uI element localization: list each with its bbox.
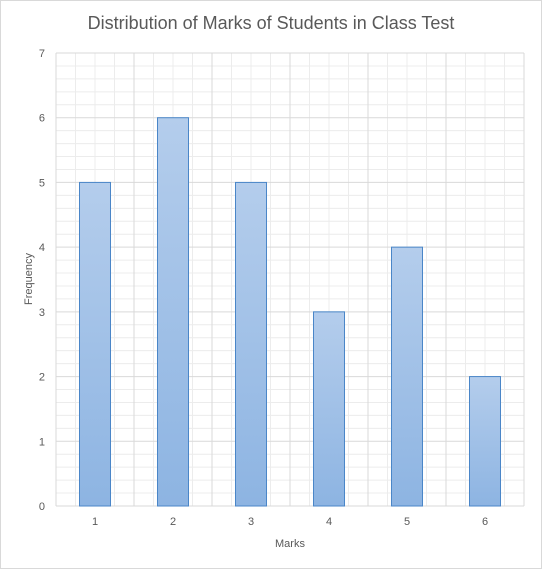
x-tick-label: 6 [482,516,488,528]
y-tick-label: 2 [39,372,45,384]
bar-2 [157,117,189,507]
gridlines [55,52,525,507]
chart-title: Distribution of Marks of Students in Cla… [87,13,455,33]
x-tick-label: 3 [248,516,254,528]
bar-6 [469,376,501,507]
y-tick-label: 6 [39,113,45,125]
y-tick-label: 0 [39,501,45,513]
bar-1 [79,181,111,507]
bar-4 [313,311,345,507]
y-axis-tick-labels: 0 1 2 3 4 5 6 7 [39,48,45,513]
y-tick-label: 1 [39,436,45,448]
y-tick-label: 4 [39,242,45,254]
y-axis-title: Frequency [23,253,35,305]
bar-3 [235,181,267,507]
x-tick-label: 2 [170,516,176,528]
y-tick-label: 3 [39,307,45,319]
bars [79,117,501,507]
x-tick-label: 1 [92,516,98,528]
x-axis-title: Marks [275,538,305,550]
x-axis-tick-labels: 1 2 3 4 5 6 [92,516,488,528]
y-tick-label: 5 [39,177,45,189]
x-tick-label: 5 [404,516,410,528]
y-tick-label: 7 [39,48,45,60]
bar-5 [391,246,423,507]
x-tick-label: 4 [326,516,332,528]
